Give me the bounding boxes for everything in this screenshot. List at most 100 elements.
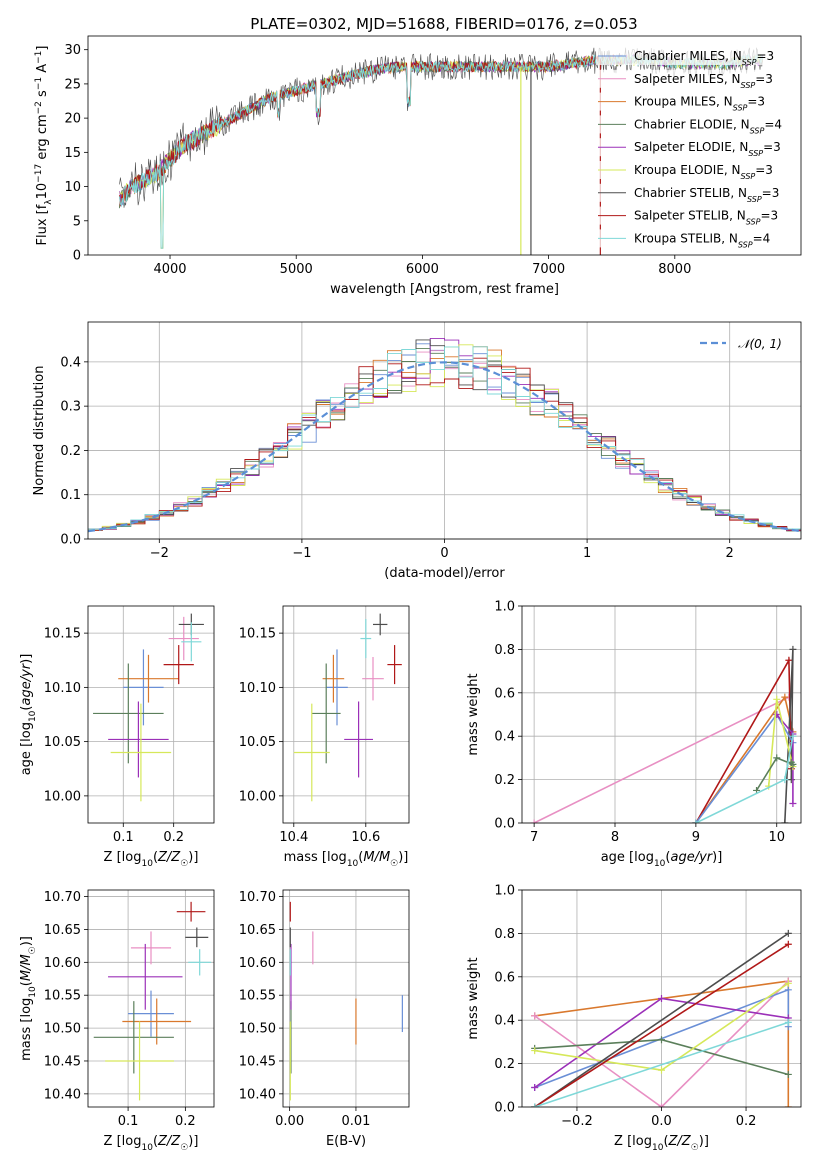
x-axis-label-part: ☉ <box>390 859 398 869</box>
series-point <box>785 656 793 664</box>
x-tick-label: 10.6 <box>351 830 380 845</box>
y-tick-label: 10.40 <box>239 1087 276 1102</box>
x-tick-label: 8 <box>611 830 619 845</box>
histogram-kroupa-stelib <box>88 346 801 533</box>
plot-area-mass-vs-Z <box>93 901 212 1101</box>
legend-value: =3 <box>762 186 780 200</box>
y-tick-label: 0.2 <box>494 773 515 788</box>
y-tick-label: 0.4 <box>494 730 515 745</box>
errorbar-salpeter-elodie <box>108 701 169 778</box>
x-tick-label: −0.2 <box>561 1114 593 1129</box>
legend-label: Chabrier MILES, N <box>634 49 742 63</box>
series-point <box>781 693 789 701</box>
legend-label: Salpeter ELODIE, N <box>634 140 748 154</box>
legend-entry: Kroupa STELIB, NSSP=4 <box>634 231 770 249</box>
y-tick-label: 10.15 <box>44 627 81 642</box>
series-point <box>773 754 781 762</box>
series-point <box>658 1103 665 1107</box>
x-axis-label-part: ( <box>358 850 363 865</box>
legend-bg <box>596 183 792 202</box>
y-tick-label: 1.0 <box>494 600 515 615</box>
legend-value: =3 <box>747 95 765 109</box>
errorbar-salpeter-stelib <box>387 645 402 685</box>
legend-entry: Chabrier STELIB, NSSP=3 <box>634 186 779 204</box>
axes-frame <box>87 35 802 256</box>
series-point <box>531 1012 539 1020</box>
figure-title: PLATE=0302, MJD=51688, FIBERID=0176, z=0… <box>250 15 637 33</box>
y-axis-label-part: age [log <box>19 722 34 775</box>
legend-bg <box>596 92 792 111</box>
legend: 𝒩(0, 1) <box>700 337 782 351</box>
legend-subscript: SSP <box>747 194 762 203</box>
x-axis-label-part: )] <box>712 850 722 865</box>
series-point <box>658 1066 665 1074</box>
errorbar-kroupa-elodie <box>110 703 172 802</box>
errorbar-kroupa-stelib <box>188 949 212 976</box>
x-tick-label: 7 <box>530 830 538 845</box>
y-tick-label: 0.3 <box>60 400 81 415</box>
y-tick-label: 10.15 <box>239 627 276 642</box>
y-axis-label: age [log10(age/yr)] <box>19 654 38 776</box>
y-axis-label-part: 10 <box>28 710 38 722</box>
y-axis-label-part: 10 <box>35 183 50 200</box>
x-tick-label: 0.00 <box>275 1114 304 1129</box>
errorbar-kroupa-elodie <box>293 703 330 802</box>
y-axis-label: mass [log10(M/M☉)] <box>19 936 38 1061</box>
y-axis-label-part: Normed distribution <box>32 366 47 496</box>
x-axis-label: mass [log10(M/M☉)] <box>284 850 409 869</box>
series-line <box>695 713 794 823</box>
panel-mass-vs-EBV: 0.00 0.01 10.40 10.45 10.50 10.55 10.60 10.65 10… <box>239 889 410 1149</box>
series-point <box>784 1018 792 1026</box>
axes-frame <box>87 889 215 1108</box>
x-axis-label-part: Z/Z <box>157 1134 181 1149</box>
series-kroupa-stelib <box>531 1018 792 1107</box>
panel-age-vs-mass: 10.4 10.6 10.00 10.05 10.10 10.15 mass [log10(… <box>239 605 410 869</box>
series-chabrier-miles <box>692 711 797 823</box>
series-point <box>658 1036 665 1044</box>
series-point <box>784 929 792 937</box>
y-tick-label: 10.05 <box>239 735 276 750</box>
errorbar-chabrier-miles <box>326 649 348 726</box>
series-point <box>531 1103 539 1107</box>
series-point <box>784 1070 792 1078</box>
y-axis-label-part: 10 <box>28 986 38 998</box>
errorbar-salpeter-miles <box>362 656 384 701</box>
x-axis-label-part: )] <box>699 1134 709 1149</box>
y-tick-label: 0.1 <box>60 488 81 503</box>
y-tick-label: 0.4 <box>494 1014 515 1029</box>
legend-label: Kroupa STELIB, N <box>634 231 738 245</box>
series-point <box>773 711 781 718</box>
legend-label: Chabrier ELODIE, N <box>634 117 750 131</box>
series-salpeter-stelib <box>692 656 795 823</box>
y-tick-label: 5 <box>73 214 81 229</box>
series-point <box>784 986 792 994</box>
x-tick-label: 0.2 <box>736 1114 757 1129</box>
series-point <box>784 1103 792 1107</box>
errorbar-kroupa-stelib <box>360 619 372 659</box>
y-tick-label: 10.40 <box>44 1087 81 1102</box>
y-axis-label: Flux [fλ10−17 erg cm−2 s−1 A−1] <box>34 46 54 246</box>
series-line <box>534 932 789 1107</box>
x-axis-label-part: Z [log <box>104 1134 142 1149</box>
series-kroupa-stelib <box>692 732 797 823</box>
y-axis-label-part: −1 <box>34 77 44 90</box>
legend-subscript: SSP <box>738 240 753 249</box>
legend-label: Kroupa MILES, N <box>634 95 733 109</box>
y-tick-label: 0.2 <box>60 444 81 459</box>
legend-subscript: SSP <box>750 126 765 135</box>
x-tick-label: 2 <box>726 546 734 561</box>
y-axis-label-part: ( <box>19 706 34 711</box>
errorbar-salpeter-stelib <box>163 645 194 685</box>
y-axis-label-part: )] <box>19 936 34 946</box>
y-tick-label: 0.8 <box>494 927 515 942</box>
x-tick-label: 0.1 <box>113 830 134 845</box>
axes-frame <box>282 605 410 824</box>
y-tick-label: 10.10 <box>239 681 276 696</box>
series-line <box>755 756 796 791</box>
x-axis-label-part: M/M <box>363 850 390 865</box>
series-point <box>531 1047 539 1055</box>
legend-bg <box>596 206 792 225</box>
series-point <box>784 979 792 987</box>
